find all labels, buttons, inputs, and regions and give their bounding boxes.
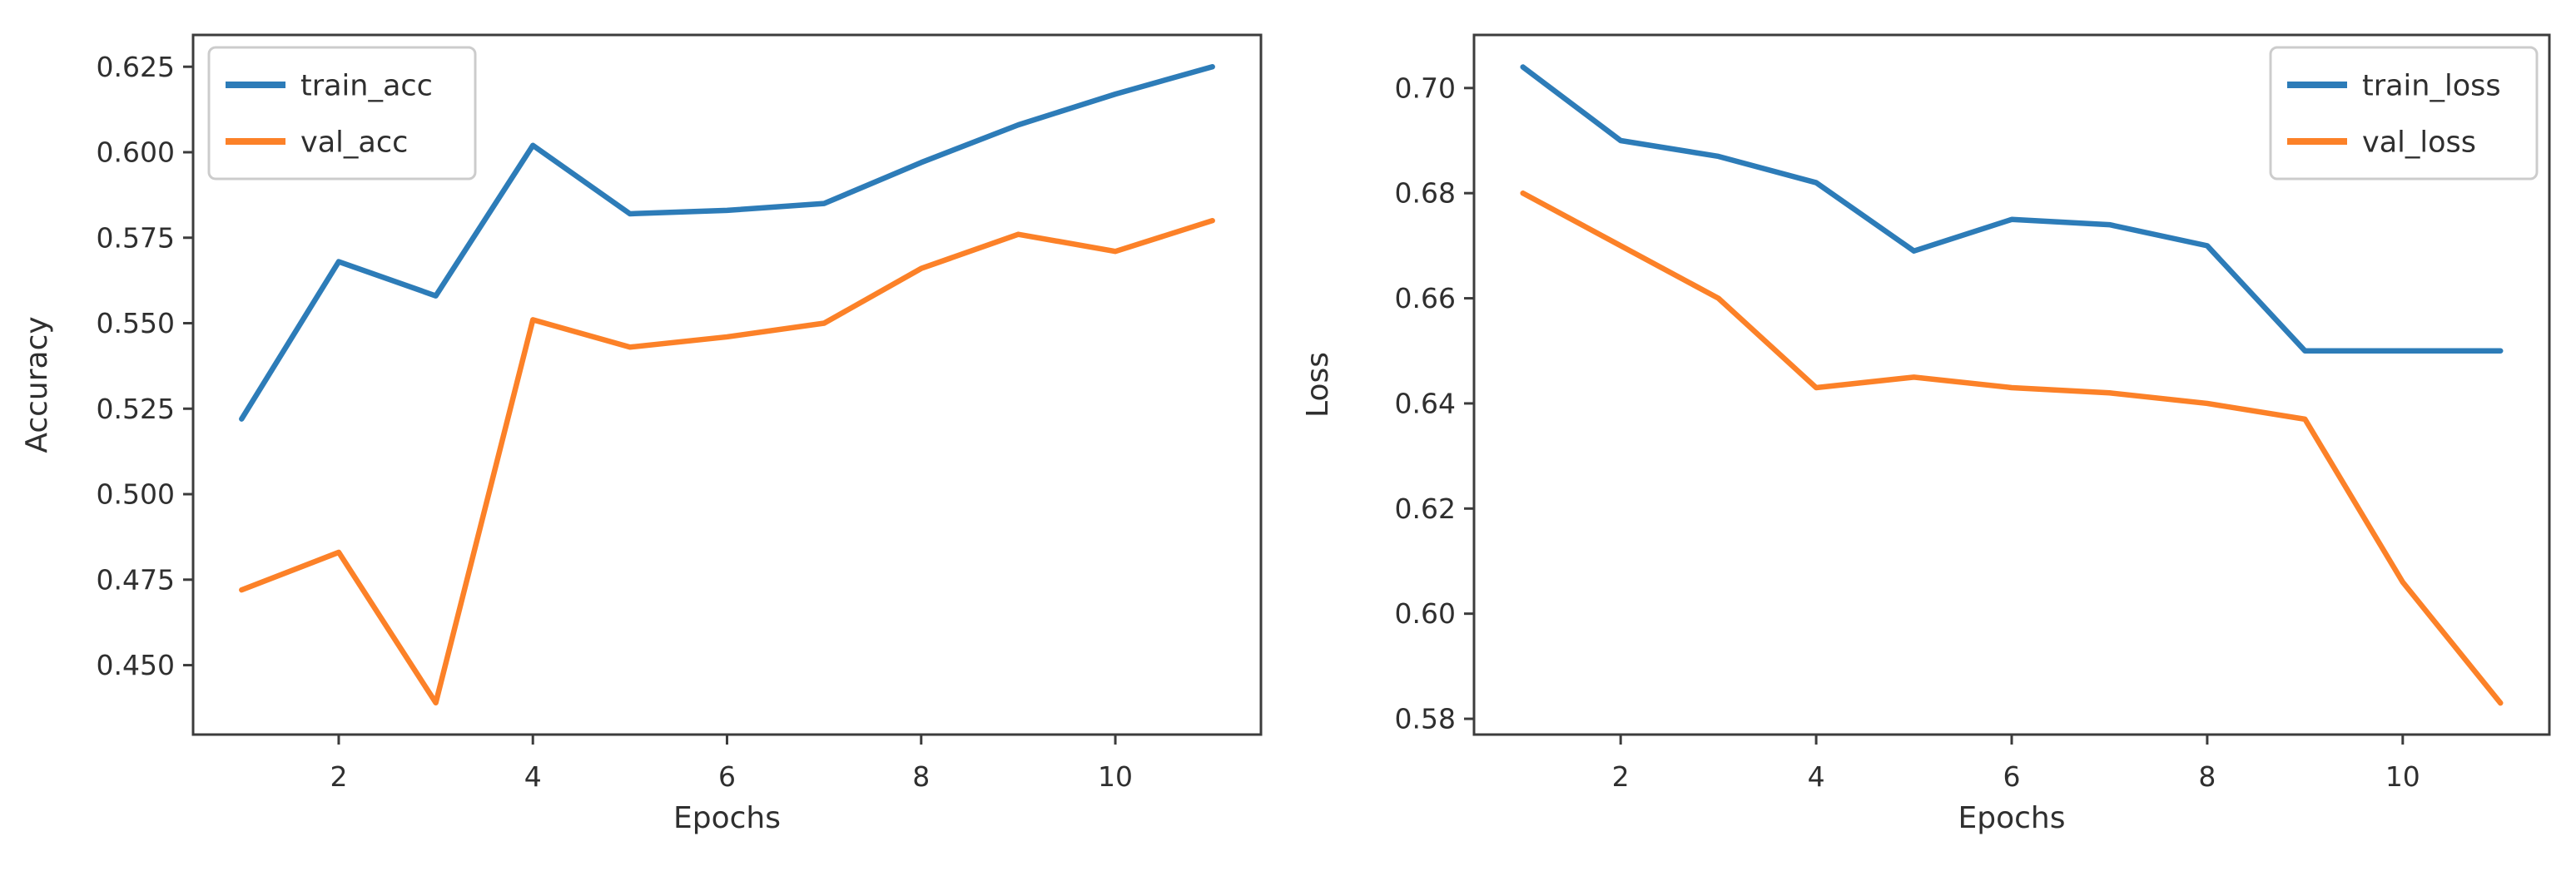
x-tick-label: 2 [1612, 760, 1630, 793]
legend: train_acc val_acc [207, 46, 477, 181]
y-tick-label: 0.600 [97, 136, 175, 169]
accuracy-figure: 2 4 6 8 10 0.450 0.475 0.500 0.525 0.550 0.575 0.60… [20, 33, 1263, 835]
legend-label-train_loss: train_loss [2362, 69, 2501, 102]
legend-label-train_acc: train_acc [300, 69, 433, 102]
y-axis-label: Accuracy [20, 316, 54, 453]
y-tick-label: 0.66 [1395, 282, 1456, 314]
x-tick-label: 10 [2385, 760, 2420, 793]
x-tick-label: 6 [2003, 760, 2021, 793]
x-tick-label: 8 [912, 760, 930, 793]
y-tick-label: 0.60 [1395, 597, 1456, 630]
x-tick-label: 4 [524, 760, 542, 793]
y-tick-label: 0.550 [97, 307, 175, 339]
y-axis-label: Loss [1301, 352, 1335, 418]
y-tick-label: 0.500 [97, 478, 175, 511]
y-tick-label: 0.475 [97, 563, 175, 596]
x-tick-label: 6 [718, 760, 736, 793]
loss-chart: 2 4 6 8 10 0.58 0.60 0.62 0.64 0.66 0.68 0.70 Epochs… [1301, 33, 2551, 835]
y-tick-label: 0.575 [97, 221, 175, 254]
y-tick-label: 0.525 [97, 393, 175, 425]
val_acc-line [239, 217, 1215, 706]
y-tick-label: 0.64 [1395, 387, 1456, 419]
x-tick-label: 4 [1808, 760, 1825, 793]
train_loss-line [1520, 64, 2504, 354]
y-tick-label: 0.58 [1395, 703, 1456, 735]
x-tick-label: 10 [1098, 760, 1133, 793]
accuracy-chart: 2 4 6 8 10 0.450 0.475 0.500 0.525 0.550 0.575 0.60… [20, 33, 1263, 835]
x-axis-label: Epochs [673, 801, 781, 835]
y-tick-label: 0.62 [1395, 492, 1456, 525]
x-tick-label: 2 [330, 760, 347, 793]
x-tick-label: 8 [2198, 760, 2216, 793]
train_acc-line [239, 63, 1215, 422]
y-tick-label: 0.68 [1395, 177, 1456, 210]
legend-box [207, 46, 477, 181]
legend-label-val_loss: val_loss [2362, 126, 2476, 159]
legend-label-val_acc: val_acc [300, 126, 408, 159]
x-axis-label: Epochs [1958, 801, 2066, 835]
y-tick-label: 0.450 [97, 649, 175, 681]
val_loss-line [1520, 190, 2504, 706]
loss-figure: 2 4 6 8 10 0.58 0.60 0.62 0.64 0.66 0.68 0.70 Epochs… [1278, 0, 2576, 871]
y-tick-label: 0.625 [97, 51, 175, 83]
legend: train_loss val_loss [2269, 46, 2539, 181]
legend-box [2269, 46, 2539, 181]
y-tick-label: 0.70 [1395, 72, 1456, 104]
